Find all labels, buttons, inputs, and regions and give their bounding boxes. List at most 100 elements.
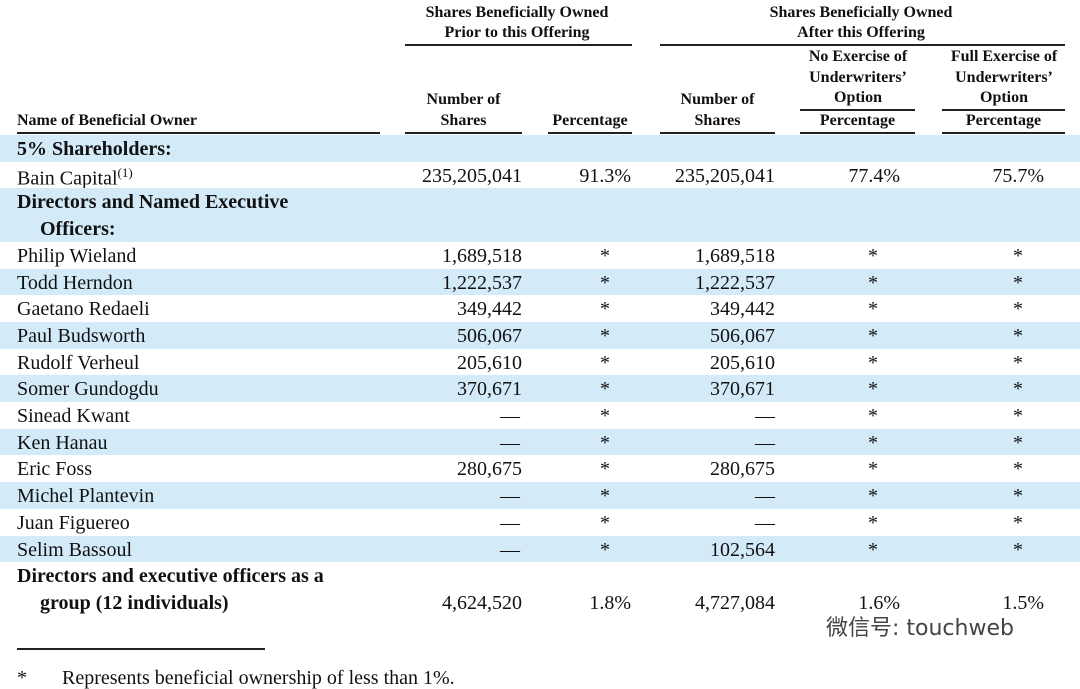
- group-header: Shares Beneficially Owned: [425, 4, 609, 21]
- cell-value: —: [755, 431, 775, 454]
- cell-value: 4,624,520: [442, 591, 522, 614]
- rule: [405, 132, 522, 134]
- cell-value: 506,067: [710, 324, 775, 347]
- cell-value: 77.4%: [848, 164, 900, 187]
- column-header: Shares: [440, 112, 487, 129]
- cell-value: 1.6%: [858, 591, 900, 614]
- column-header: Percentage: [819, 112, 896, 129]
- cell-value: 280,675: [710, 458, 775, 481]
- cell-value: *: [868, 458, 878, 481]
- owner-name: Michel Plantevin: [17, 485, 155, 508]
- cell-value: 205,610: [710, 351, 775, 374]
- cell-value: *: [868, 244, 878, 267]
- rule: [17, 648, 265, 650]
- owner-name: Bain Capital(1): [17, 164, 133, 190]
- cell-value: *: [600, 511, 610, 534]
- owner-name: Somer Gundogdu: [17, 378, 159, 401]
- subgroup-header: Full Exercise of: [950, 48, 1058, 65]
- cell-value: *: [1013, 324, 1023, 347]
- cell-value: *: [600, 431, 610, 454]
- rule: [548, 132, 632, 134]
- row-band: [0, 535, 1080, 563]
- cell-value: *: [600, 271, 610, 294]
- subgroup-header: Option: [979, 89, 1029, 106]
- cell-value: —: [755, 405, 775, 427]
- owner-name: Paul Budsworth: [17, 324, 146, 347]
- owner-name: Juan Figuereo: [17, 511, 130, 534]
- owner-name: Directors and executive officers as a: [17, 565, 324, 588]
- cell-value: 91.3%: [579, 164, 631, 187]
- row-band: [0, 268, 1080, 296]
- cell-value: *: [1013, 405, 1023, 427]
- cell-value: 1,689,518: [442, 244, 522, 267]
- cell-value: 349,442: [457, 298, 522, 321]
- cell-value: 235,205,041: [422, 164, 522, 187]
- owner-name: Sinead Kwant: [17, 405, 130, 427]
- rule: [17, 132, 380, 134]
- cell-value: 1,222,537: [442, 271, 522, 294]
- cell-value: *: [1013, 485, 1023, 508]
- owner-name: Selim Bassoul: [17, 538, 133, 561]
- watermark: 微信号: touchweb: [826, 616, 1014, 641]
- cell-value: *: [600, 324, 610, 347]
- owner-name: group (12 individuals): [40, 591, 229, 614]
- cell-value: —: [755, 485, 775, 508]
- group-header: Prior to this Offering: [444, 24, 590, 41]
- row-band: [0, 321, 1080, 349]
- cell-value: —: [500, 511, 520, 534]
- cell-value: —: [500, 405, 520, 427]
- rule: [800, 132, 915, 134]
- cell-value: *: [868, 351, 878, 374]
- cell-value: *: [1013, 511, 1023, 534]
- cell-value: *: [1013, 271, 1023, 294]
- owner-name: Eric Foss: [17, 458, 92, 481]
- cell-value: *: [600, 538, 610, 561]
- row-band: [0, 188, 1080, 242]
- cell-value: *: [1013, 538, 1023, 561]
- owner-name: Directors and Named Executive: [17, 191, 289, 214]
- column-header: Name of Beneficial Owner: [17, 112, 197, 129]
- group-header: After this Offering: [797, 24, 925, 41]
- cell-value: *: [868, 511, 878, 534]
- owner-name: Ken Hanau: [17, 431, 108, 454]
- column-header: Shares: [694, 112, 741, 129]
- cell-value: *: [600, 298, 610, 321]
- column-header: Number of: [680, 91, 755, 108]
- cell-value: 1.5%: [1002, 591, 1044, 614]
- cell-value: —: [500, 485, 520, 508]
- cell-value: 102,564: [710, 538, 775, 561]
- rule: [660, 132, 775, 134]
- cell-value: *: [868, 271, 878, 294]
- cell-value: 75.7%: [992, 164, 1044, 187]
- owner-name: Rudolf Verheul: [17, 351, 140, 374]
- cell-value: *: [868, 485, 878, 508]
- rule: [942, 132, 1065, 134]
- cell-value: *: [868, 324, 878, 347]
- rule: [405, 44, 632, 46]
- footnote-text: Represents beneficial ownership of less …: [62, 667, 455, 689]
- cell-value: *: [1013, 244, 1023, 267]
- cell-value: 235,205,041: [675, 164, 775, 187]
- row-band: [0, 375, 1080, 402]
- footnote-mark: *: [17, 667, 27, 689]
- cell-value: *: [868, 431, 878, 454]
- cell-value: 349,442: [710, 298, 775, 321]
- column-header: Number of: [426, 91, 501, 108]
- cell-value: *: [600, 378, 610, 401]
- owner-name: Todd Herndon: [17, 271, 133, 294]
- cell-value: 1,689,518: [695, 244, 775, 267]
- row-band: [0, 428, 1080, 456]
- cell-value: 370,671: [710, 378, 775, 401]
- subgroup-header: Underwriters’: [955, 68, 1053, 86]
- cell-value: *: [600, 458, 610, 481]
- cell-value: *: [1013, 351, 1023, 374]
- cell-value: *: [600, 244, 610, 267]
- subgroup-header: No Exercise of: [808, 48, 908, 65]
- column-header: Percentage: [965, 112, 1042, 129]
- subgroup-header: Option: [833, 89, 883, 106]
- cell-value: *: [1013, 458, 1023, 481]
- rule: [660, 44, 1065, 46]
- row-band: [0, 135, 1080, 162]
- owner-name: Gaetano Redaeli: [17, 298, 150, 321]
- rule: [942, 109, 1065, 111]
